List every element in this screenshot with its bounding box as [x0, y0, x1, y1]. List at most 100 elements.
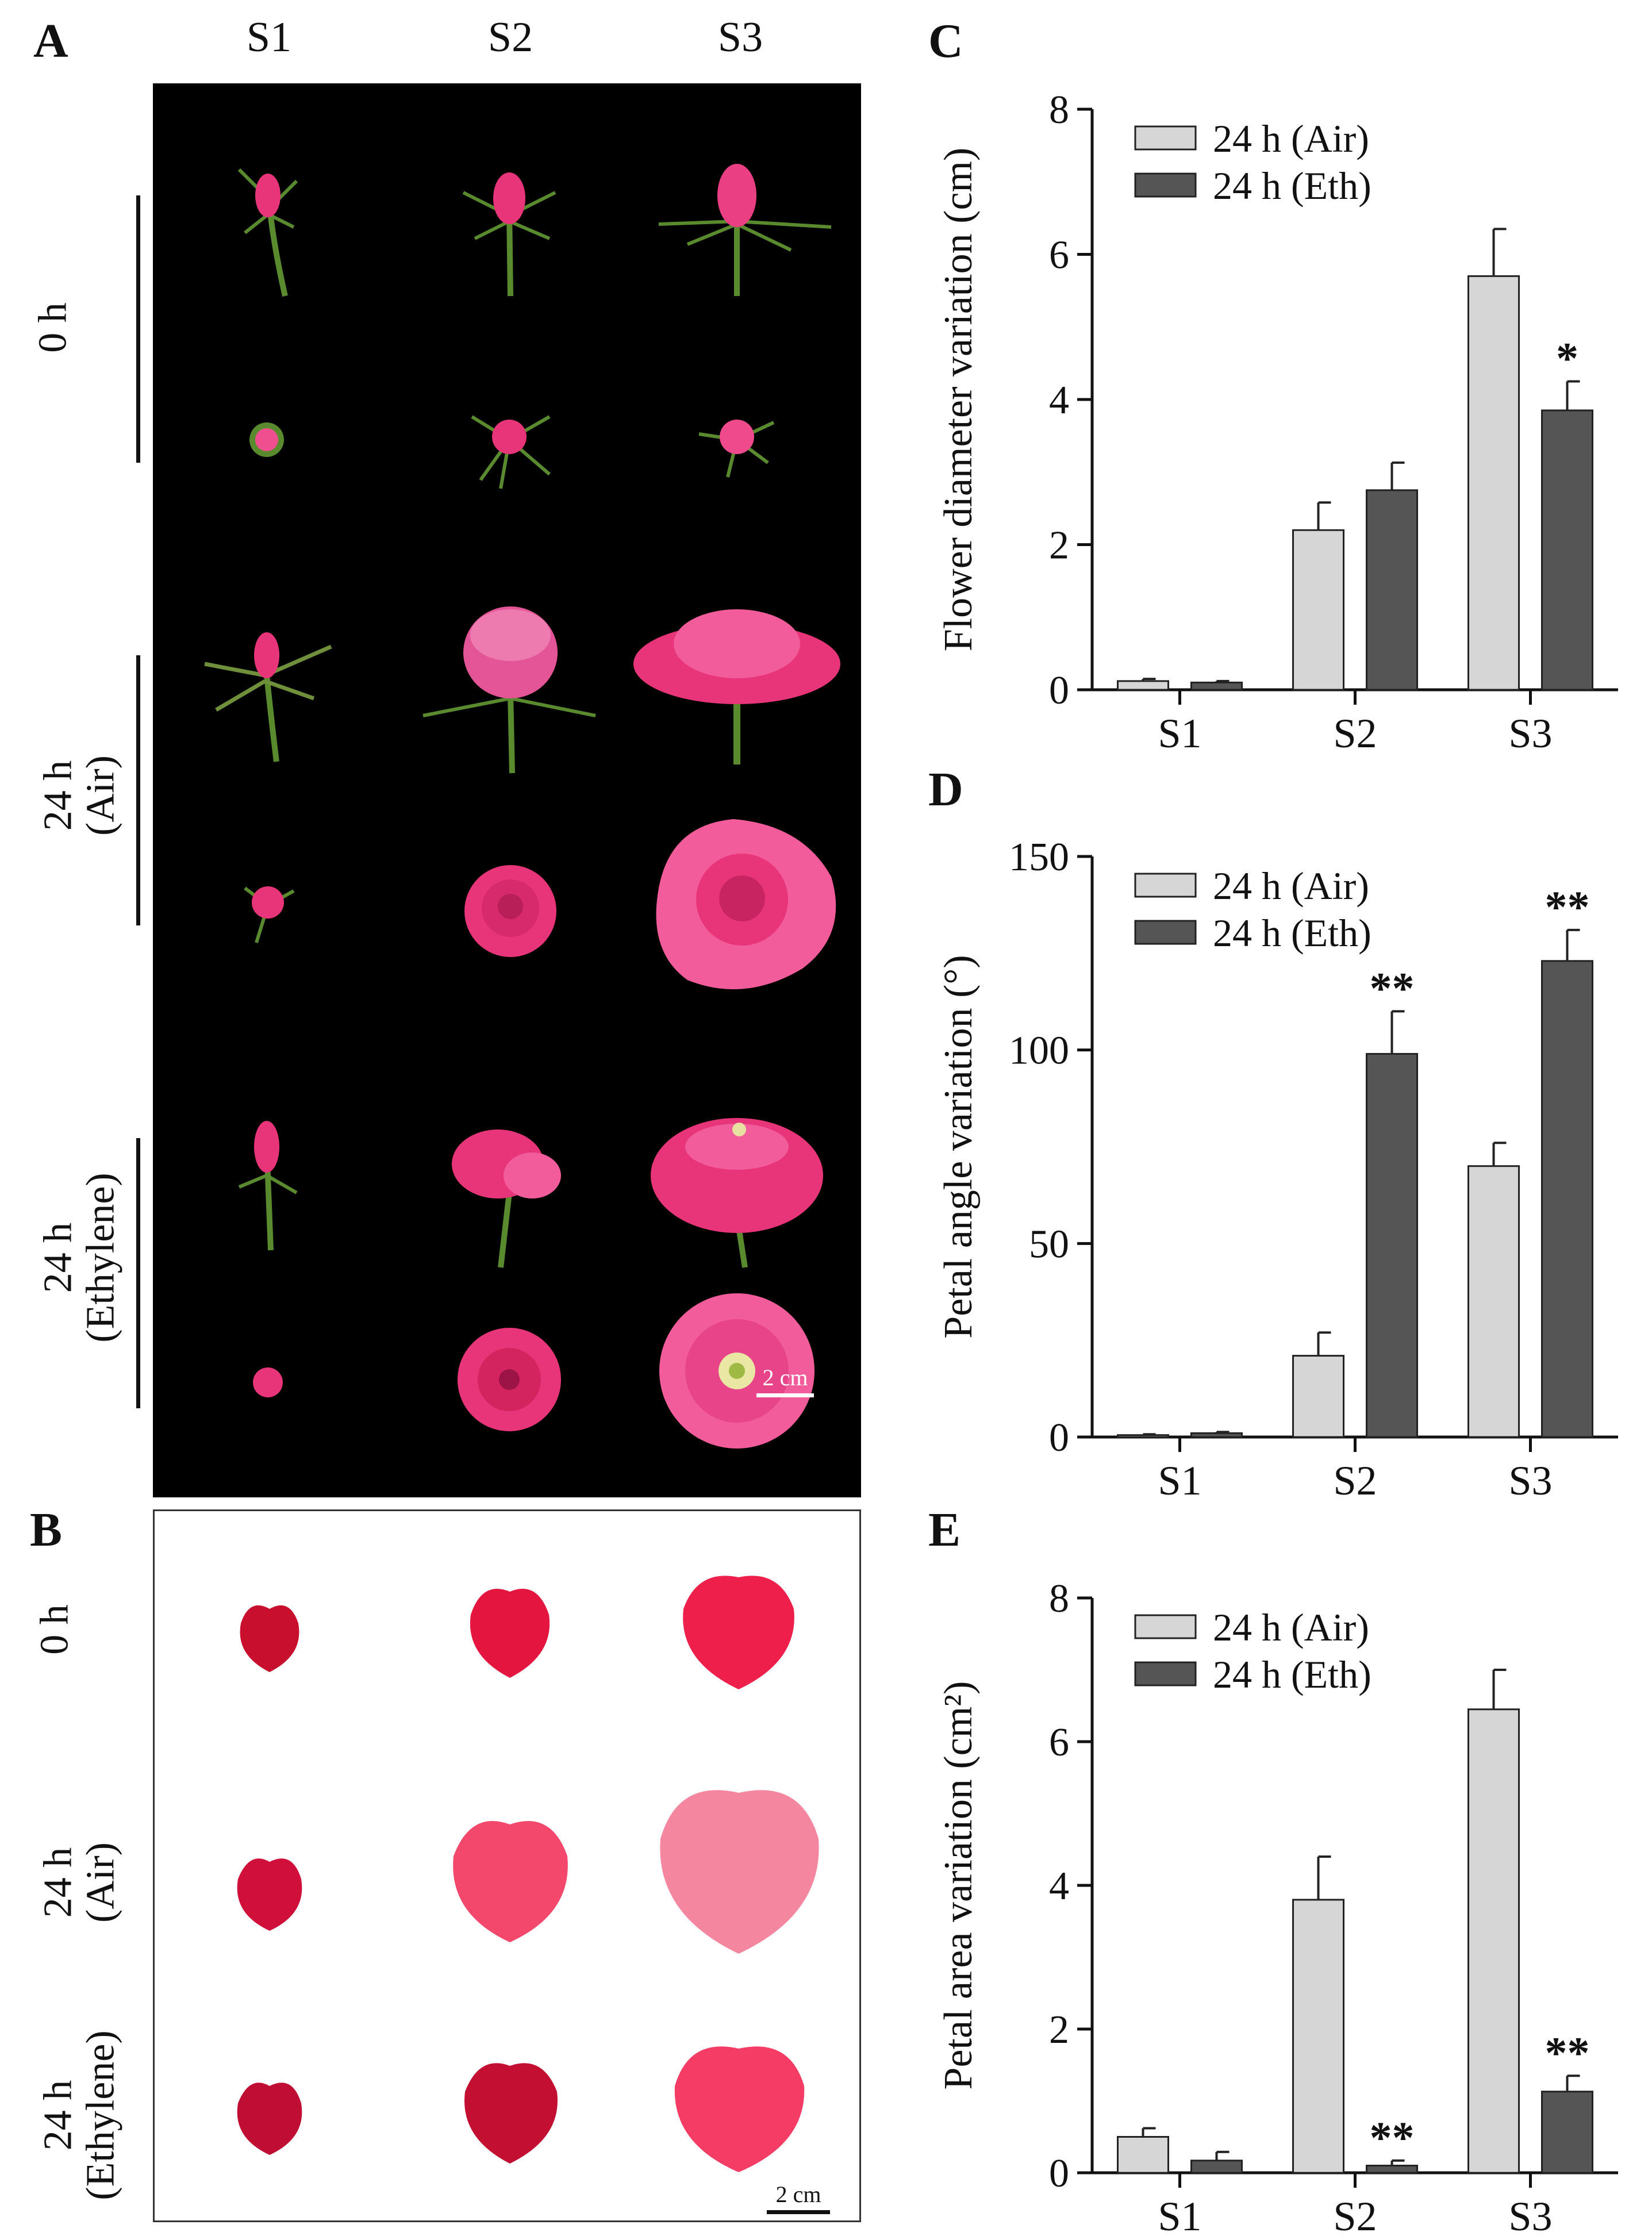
flower-side-s3-air [633, 609, 840, 764]
bar [1541, 409, 1593, 691]
flower-side-s2-ethylene [452, 1129, 561, 1268]
legend-swatch [1134, 1614, 1197, 1639]
y-tick-label: 6 [1049, 1720, 1069, 1765]
bud-top-s2-0h [471, 415, 551, 489]
y-tick-label: 0 [1049, 669, 1069, 713]
row-label-line: 0 h [32, 1604, 77, 1655]
bar [1467, 1708, 1520, 2174]
row-label-line: (Air) [78, 755, 122, 836]
legend-label: 24 h (Eth) [1213, 1653, 1371, 1696]
y-tick-label: 2 [1049, 524, 1069, 568]
bar [1467, 275, 1520, 691]
flower-side-s3-ethylene [651, 1118, 823, 1268]
bar [1541, 2091, 1593, 2174]
petal-s1-air [237, 1858, 302, 1931]
row-label-24h-air: 24 h (Air) [36, 755, 123, 836]
bar [1117, 2136, 1169, 2174]
significance-mark: ** [1370, 2112, 1415, 2162]
flower-top-s3-air [656, 819, 836, 989]
scale-bar-a-label: 2 cm [762, 1365, 808, 1390]
row-bracket [136, 195, 140, 463]
bar [1117, 680, 1169, 691]
bar [1292, 1899, 1344, 2174]
column-heading-s1: S1 [246, 14, 292, 61]
bar [1366, 1052, 1418, 1438]
x-tick-label: S1 [1158, 710, 1201, 753]
petal-s3-0h [683, 1576, 794, 1689]
legend-swatch [1134, 1661, 1197, 1686]
panel-letter-d: D [928, 763, 963, 816]
petal-photo-illustration [237, 1576, 819, 2172]
petal-s3-ethylene [674, 2046, 805, 2172]
bar [1190, 1432, 1243, 1438]
bud-top-s1-ethylene [253, 1367, 283, 1397]
bud-top-s1-0h [249, 422, 284, 457]
petal-s2-ethylene [464, 2063, 558, 2164]
bar [1467, 1165, 1520, 1438]
chart-petal-area: 0 2 4 6 8 Petal area variation (cm²) S1 S2 ** S3 *… [936, 1577, 1618, 2236]
bar [1292, 1355, 1344, 1438]
row-label-line: 0 h [30, 302, 75, 353]
y-tick-label: 4 [1049, 1864, 1069, 1908]
x-tick-label: S3 [1508, 710, 1552, 753]
x-tick-label: S3 [1508, 2193, 1552, 2236]
row-label-line: 24 h [36, 1847, 80, 1918]
petal-s3-air [660, 1790, 819, 1954]
row-label-line: (Ethylene) [78, 2030, 122, 2200]
petal-row-label-0h: 0 h [32, 1604, 77, 1655]
y-tick-label: 8 [1049, 88, 1069, 132]
flower-photo-panel: 2 cm [153, 83, 861, 1497]
bar [1190, 681, 1243, 691]
row-label-line: 24 h [36, 1222, 80, 1293]
y-tick-label: 2 [1049, 2008, 1069, 2052]
y-axis-title: Flower diameter variation (cm) [936, 148, 981, 652]
legend-swatch [1134, 920, 1197, 945]
flower-photo-illustration [204, 164, 840, 1449]
column-heading-s3: S3 [717, 14, 763, 61]
petal-s1-0h [240, 1605, 299, 1672]
y-tick-label: 0 [1049, 1416, 1069, 1460]
petal-s2-0h [470, 1589, 550, 1678]
flower-side-s2-air [422, 606, 596, 774]
panel-letter-c: C [928, 14, 963, 68]
bar [1292, 529, 1344, 691]
significance-mark: ** [1545, 882, 1590, 932]
legend-swatch [1134, 172, 1197, 198]
row-label-line: (Air) [78, 1842, 122, 1923]
x-tick-label: S1 [1158, 1458, 1201, 1500]
bud-side-s1-air [204, 632, 332, 762]
row-label-line: (Ethylene) [78, 1173, 122, 1343]
flower-top-s2-ethylene [458, 1328, 561, 1431]
x-tick-label: S3 [1508, 1458, 1552, 1500]
row-bracket [136, 1138, 140, 1408]
bar [1190, 2160, 1243, 2174]
bud-side-s1-0h [237, 168, 298, 297]
row-label-0h: 0 h [30, 302, 75, 353]
panel-letter-b: B [30, 1503, 63, 1557]
y-tick-label: 150 [1009, 835, 1069, 879]
chart-flower-diameter: 0 2 4 6 8 Flower diameter variation (cm) S1 S2 S… [936, 88, 1618, 753]
significance-mark: ** [1370, 963, 1415, 1013]
bar [1366, 489, 1418, 691]
bar [1541, 960, 1593, 1438]
legend-label: 24 h (Eth) [1213, 911, 1371, 955]
petal-s2-air [453, 1821, 568, 1942]
scale-bar-b-line [767, 2210, 830, 2214]
y-tick-label: 8 [1049, 1577, 1069, 1621]
panel-letter-a: A [33, 14, 68, 68]
scale-bar-b: 2 cm [767, 2181, 830, 2214]
significance-mark: ** [1545, 2027, 1590, 2077]
legend-label: 24 h (Air) [1213, 117, 1369, 160]
x-tick-label: S2 [1333, 2193, 1377, 2236]
bud-side-s2-0h [462, 172, 556, 297]
scale-bar-b-label: 2 cm [775, 2181, 821, 2207]
panel-letter-e: E [928, 1503, 961, 1557]
row-label-line: 24 h [36, 2080, 80, 2151]
significance-mark: * [1556, 333, 1578, 383]
y-tick-label: 50 [1029, 1222, 1069, 1266]
bud-side-s1-ethylene [238, 1121, 298, 1251]
x-tick-label: S2 [1333, 710, 1377, 753]
column-heading-s2: S2 [487, 14, 533, 61]
y-tick-label: 100 [1009, 1029, 1069, 1073]
